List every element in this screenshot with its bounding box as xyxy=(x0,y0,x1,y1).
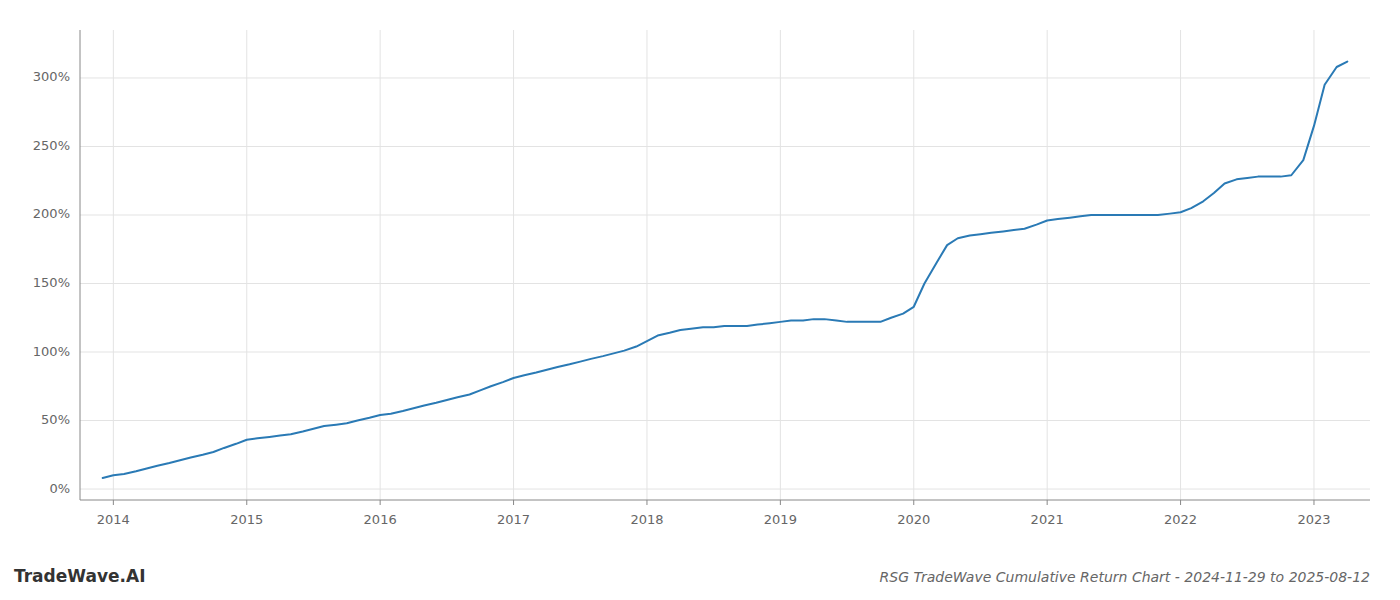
y-tick-label: 200% xyxy=(33,206,70,221)
y-tick-label: 100% xyxy=(33,344,70,359)
x-axis-line xyxy=(80,500,1370,501)
x-grid-line xyxy=(780,30,781,500)
x-grid-line xyxy=(1047,30,1048,500)
x-tick xyxy=(513,500,514,505)
x-tick-label: 2015 xyxy=(230,512,263,527)
y-grid-line xyxy=(80,77,1370,78)
x-tick-label: 2021 xyxy=(1031,512,1064,527)
page: {"chart_data": { "type": "line", "title"… xyxy=(0,0,1400,600)
x-tick-label: 2019 xyxy=(764,512,797,527)
y-grid-line xyxy=(80,420,1370,421)
line xyxy=(103,62,1348,479)
x-grid-line xyxy=(380,30,381,500)
x-tick xyxy=(913,500,914,505)
x-grid-line xyxy=(113,30,114,500)
chart: 2014 2015 2016 2017 2018 2019 2020 2021 2022 2023… xyxy=(0,0,1400,600)
x-grid-line xyxy=(913,30,914,500)
x-tick xyxy=(646,500,647,505)
y-tick-label: 0% xyxy=(49,481,70,496)
y-grid-line xyxy=(80,146,1370,147)
y-tick-label: 250% xyxy=(33,138,70,153)
background xyxy=(0,0,1400,600)
x-tick-label: 2023 xyxy=(1297,512,1330,527)
y-tick-label: 300% xyxy=(33,69,70,84)
y-tick-label: 150% xyxy=(33,275,70,290)
x-tick-label: 2017 xyxy=(497,512,530,527)
x-tick xyxy=(1047,500,1048,505)
x-tick xyxy=(380,500,381,505)
title: RSG TradeWave Cumulative Return Chart - … xyxy=(880,569,1371,585)
y-grid-line xyxy=(80,214,1370,215)
plot-area xyxy=(103,62,1348,479)
axes: 2014 2015 2016 2017 2018 2019 2020 2021 2022 2023… xyxy=(33,30,1370,527)
x-tick xyxy=(780,500,781,505)
x-grid-line xyxy=(1180,30,1181,500)
x-tick xyxy=(1313,500,1314,505)
y-grid-line xyxy=(80,283,1370,284)
watermark: TradeWave.AI xyxy=(14,566,145,586)
x-tick-label: 2016 xyxy=(364,512,397,527)
x-tick-label: 2020 xyxy=(897,512,930,527)
x-tick xyxy=(1180,500,1181,505)
y-axis-line xyxy=(80,30,81,500)
y-tick-label: 50% xyxy=(41,412,70,427)
x-tick-label: 2014 xyxy=(97,512,130,527)
x-grid-line xyxy=(513,30,514,500)
y-grid-line xyxy=(80,352,1370,353)
y-grid-line xyxy=(80,489,1370,490)
grid xyxy=(80,30,1370,500)
x-grid-line xyxy=(646,30,647,500)
x-tick xyxy=(113,500,114,505)
x-grid-line xyxy=(246,30,247,500)
x-tick-label: 2018 xyxy=(630,512,663,527)
x-tick xyxy=(246,500,247,505)
x-grid-line xyxy=(1313,30,1314,500)
x-tick-label: 2022 xyxy=(1164,512,1197,527)
